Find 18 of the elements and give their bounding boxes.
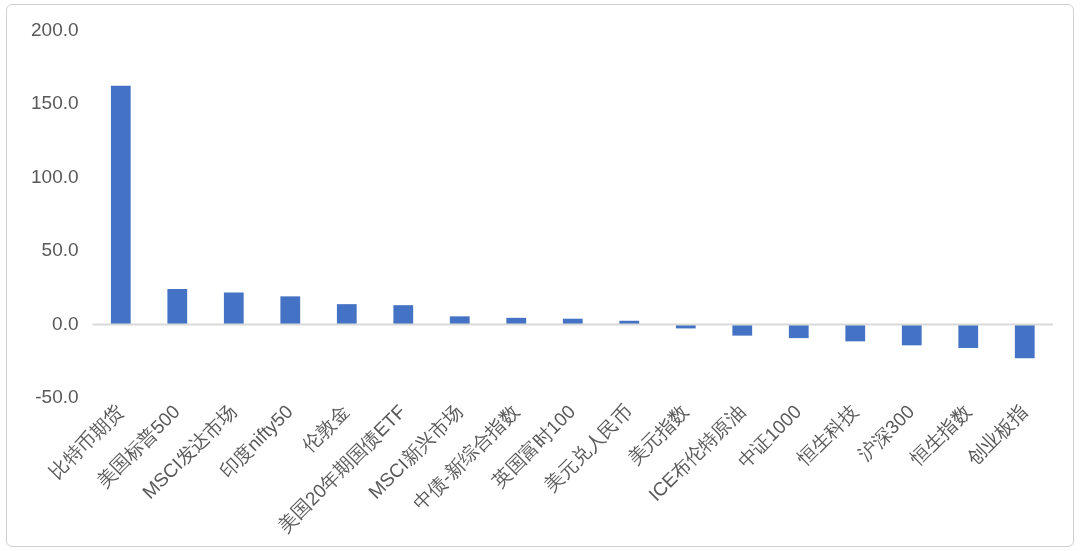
bar [845, 324, 866, 342]
y-tick-label: -50.0 [35, 386, 79, 408]
y-tick-label: 0.0 [52, 312, 79, 334]
bar [788, 324, 809, 339]
bar [393, 305, 414, 325]
y-tick-label: 150.0 [31, 92, 79, 114]
bar [280, 296, 301, 325]
bar [732, 324, 753, 336]
y-tick-label: 100.0 [31, 165, 79, 187]
bar [336, 304, 357, 325]
bar [223, 292, 244, 325]
bar [110, 85, 131, 325]
bar [901, 324, 922, 346]
bar [167, 289, 188, 325]
y-tick-label: 50.0 [41, 239, 79, 261]
y-tick-label: 200.0 [31, 18, 79, 40]
bar [958, 324, 979, 348]
bar [1014, 324, 1035, 359]
